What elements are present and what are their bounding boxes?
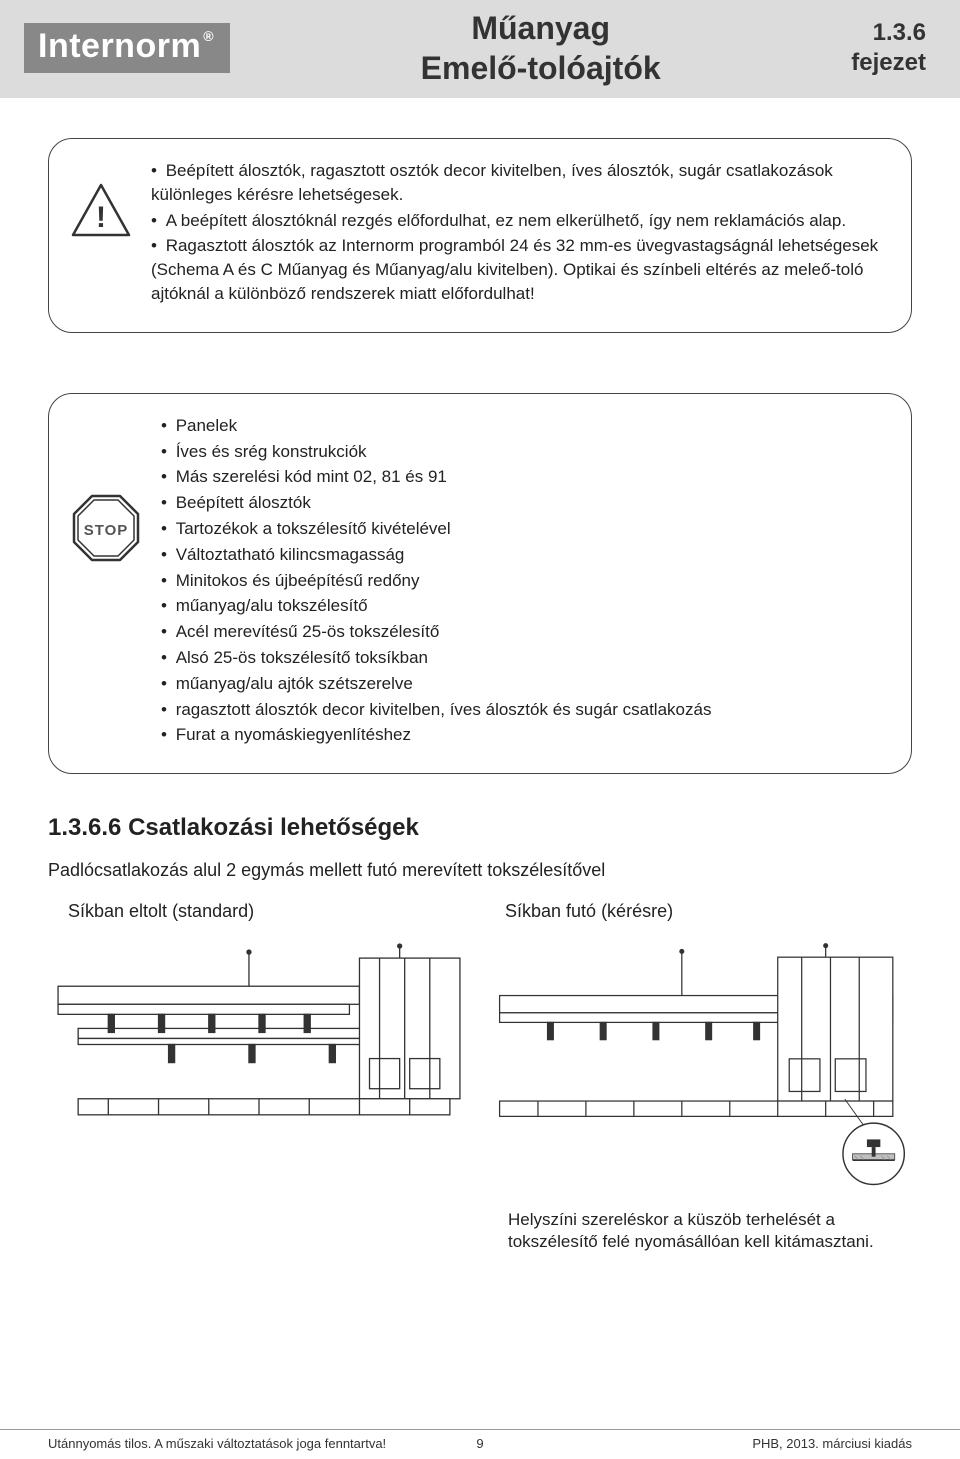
page: Internorm® Műanyag Emelő-tolóajtók 1.3.6…	[0, 0, 960, 1459]
warning-triangle-icon: !	[71, 183, 131, 237]
stop-list-item: Más szerelési kód mint 02, 81 és 91	[161, 465, 711, 489]
stop-list-item: Minitokos és újbeépítésű redőny	[161, 569, 711, 593]
stop-list-item: Alsó 25-ös tokszélesítő toksíkban	[161, 646, 711, 670]
drawing-offset	[48, 938, 470, 1192]
assembly-note: Helyszíni szereléskor a küszöb terhelésé…	[508, 1209, 912, 1253]
chapter-number: 1.3.6	[851, 18, 926, 48]
warning-list-item: Beépített álosztók, ragasztott osztók de…	[151, 159, 889, 207]
brand-logo: Internorm®	[24, 23, 230, 73]
warning-box: ! Beépített álosztók, ragasztott osztók …	[48, 138, 912, 333]
warning-icon-col: !	[71, 159, 131, 237]
section-subtext: Padlócsatlakozás alul 2 egymás mellett f…	[48, 860, 912, 881]
stop-list-item: Változtatható kilincsmagasság	[161, 543, 711, 567]
options-row: Síkban eltolt (standard) Síkban futó (ké…	[48, 901, 912, 938]
section-heading: 1.3.6.6 Csatlakozási lehetőségek	[48, 814, 912, 842]
stop-list-item: Íves és srég konstrukciók	[161, 440, 711, 464]
page-title-line1: Műanyag	[230, 8, 851, 48]
stop-sign-icon: STOP	[72, 494, 140, 562]
page-title: Műanyag Emelő-tolóajtók	[230, 8, 851, 88]
warning-list-item: A beépített álosztóknál rezgés előfordul…	[151, 209, 889, 233]
drawing-flush	[490, 938, 912, 1192]
stop-list-item: műanyag/alu ajtók szétszerelve	[161, 672, 711, 696]
brand-logo-text: Internorm	[38, 27, 201, 65]
option-a-label: Síkban eltolt (standard)	[68, 901, 475, 922]
stop-glyph: STOP	[84, 522, 129, 539]
registered-icon: ®	[203, 28, 214, 44]
option-b-label: Síkban futó (kérésre)	[505, 901, 912, 922]
stop-list-item: Panelek	[161, 414, 711, 438]
stop-list-item: Tartozékok a tokszélesítő kivételével	[161, 517, 711, 541]
chapter-label: 1.3.6 fejezet	[851, 18, 936, 78]
header-bar: Internorm® Műanyag Emelő-tolóajtók 1.3.6…	[0, 0, 960, 98]
stop-list-item: Furat a nyomáskiegyenlítéshez	[161, 723, 711, 747]
stop-list-item: ragasztott álosztók decor kivitelben, ív…	[161, 698, 711, 722]
stop-icon-col: STOP	[71, 414, 141, 562]
page-title-line2: Emelő-tolóajtók	[230, 48, 851, 88]
option-a-col: Síkban eltolt (standard)	[48, 901, 475, 938]
drawing-flush-svg	[490, 938, 912, 1187]
stop-list-item: Beépített álosztók	[161, 491, 711, 515]
option-b-col: Síkban futó (kérésre)	[475, 901, 912, 938]
drawing-offset-svg	[48, 938, 470, 1139]
stop-box: STOP PanelekÍves és srég konstrukciókMás…	[48, 393, 912, 774]
warning-list: Beépített álosztók, ragasztott osztók de…	[151, 159, 889, 308]
stop-list-item: műanyag/alu tokszélesítő	[161, 594, 711, 618]
footer-left: Utánnyomás tilos. A műszaki változtatáso…	[48, 1436, 386, 1451]
chapter-word: fejezet	[851, 48, 926, 78]
stop-list-item: Acél merevítésű 25-ös tokszélesítő	[161, 620, 711, 644]
warning-list-item: Ragasztott álosztók az Internorm program…	[151, 234, 889, 305]
page-footer: Utánnyomás tilos. A műszaki változtatáso…	[0, 1429, 960, 1451]
stop-list: PanelekÍves és srég konstrukciókMás szer…	[161, 414, 711, 749]
content-area: ! Beépített álosztók, ragasztott osztók …	[0, 98, 960, 1253]
footer-right: PHB, 2013. márciusi kiadás	[752, 1436, 912, 1451]
drawings-row	[48, 938, 912, 1192]
footer-page-number: 9	[476, 1436, 483, 1451]
warning-glyph: !	[96, 201, 106, 234]
